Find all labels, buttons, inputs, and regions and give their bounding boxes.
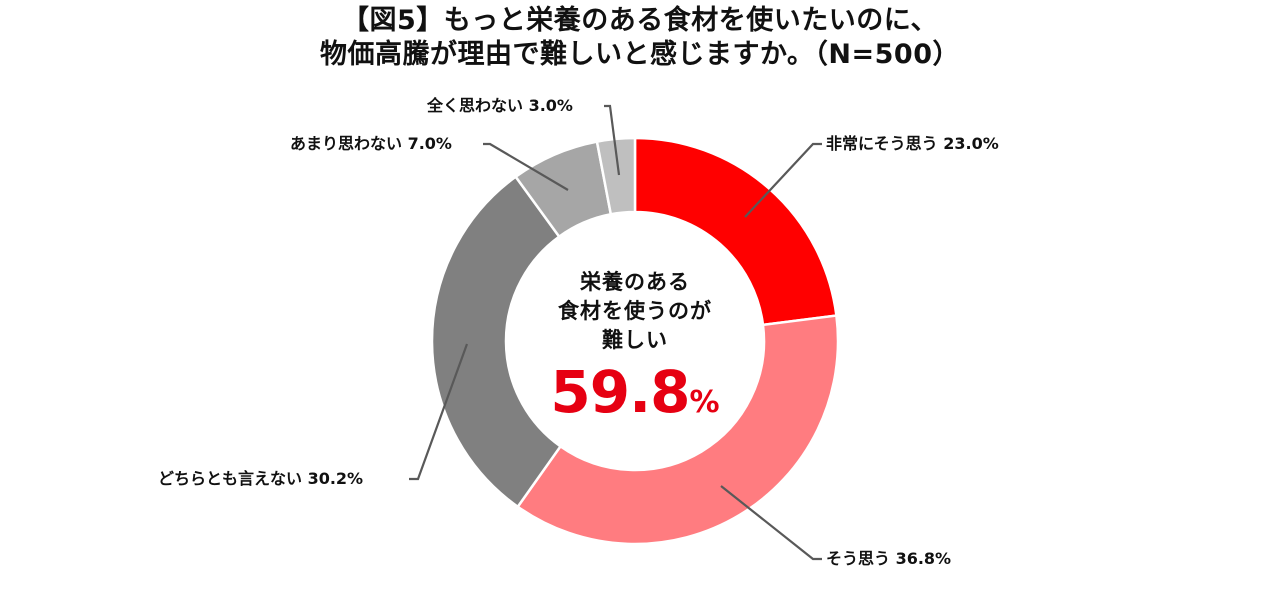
slice-very-much <box>633 136 838 327</box>
chart-title-line-1: 【図5】もっと栄養のある食材を使いたいのに、 <box>342 5 938 36</box>
leader-line-not-much <box>483 142 569 191</box>
label-not-much: あまり思わない 7.0% <box>290 134 452 153</box>
leader-line-very-much <box>744 142 822 218</box>
label-very-much: 非常にそう思う 23.0% <box>826 134 999 153</box>
label-not-at-all: 全く思わない 3.0% <box>427 96 573 115</box>
center-annotation: 栄養のある 食材を使うのが 難しい 59.8% <box>535 268 735 434</box>
center-text-line-3: 難しい <box>602 328 668 352</box>
leader-line-agree <box>720 485 822 561</box>
slice-agree <box>516 314 840 546</box>
leader-line-neutral <box>409 343 469 481</box>
donut-slices <box>430 136 840 546</box>
slice-not-at-all <box>595 136 637 216</box>
center-text-line-1: 栄養のある <box>580 270 690 294</box>
chart-title: 【図5】もっと栄養のある食材を使いたいのに、 物価高騰が理由で難しいと感じますか… <box>0 4 1280 72</box>
leader-line-not-at-all <box>604 104 621 176</box>
label-agree: そう思う 36.8% <box>826 549 952 568</box>
center-unit: % <box>689 385 720 420</box>
leader-lines <box>409 104 822 561</box>
slice-neutral <box>430 175 563 509</box>
chart-title-line-2: 物価高騰が理由で難しいと感じますか。（N=500） <box>319 39 961 70</box>
center-text-line-2: 食材を使うのが <box>558 299 712 323</box>
label-neutral: どちらとも言えない 30.2% <box>158 469 364 488</box>
center-percentage: 59.8% <box>535 361 735 434</box>
center-value: 59.8 <box>550 358 690 426</box>
